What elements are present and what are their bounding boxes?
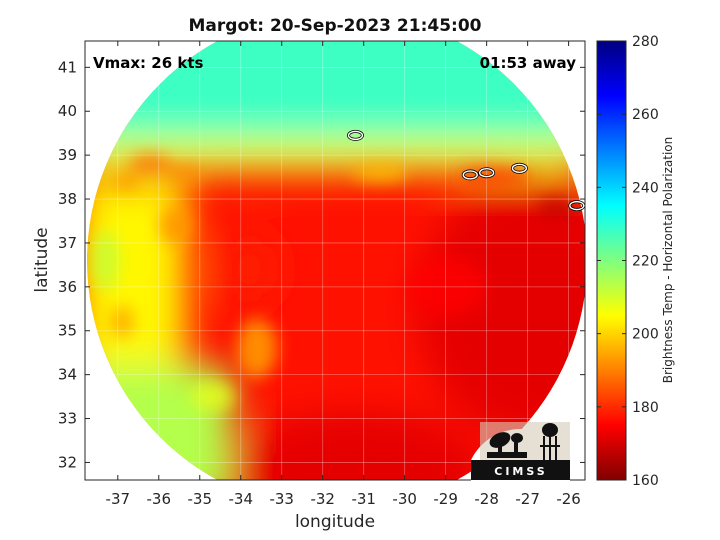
- grid-lines: [85, 41, 585, 480]
- y-tick-label: 34: [58, 366, 77, 384]
- field-south: [225, 411, 486, 480]
- colorbar: [596, 40, 627, 481]
- cimss-logo: CIMSS: [471, 422, 570, 481]
- colorbar-ticks: 160 180 200 220 240 260 280: [597, 34, 659, 489]
- y-tick-label: 41: [58, 58, 77, 76]
- colorbar-tick-label: 180: [632, 400, 659, 416]
- x-tick-label: -33: [269, 490, 294, 508]
- contour-mark: [569, 200, 585, 211]
- x-tick-label: -26: [556, 490, 581, 508]
- x-tick-label: -35: [188, 490, 213, 508]
- contour-features: [346, 129, 585, 212]
- y-tick-label: 35: [58, 322, 77, 340]
- colorbar-tick-label: 160: [632, 473, 659, 489]
- field-storm-center: [218, 229, 279, 310]
- y-tick-label: 36: [58, 278, 77, 296]
- x-tick-label: -30: [392, 490, 417, 508]
- logo-text: CIMSS: [494, 465, 547, 478]
- axes-frame: [84, 40, 586, 481]
- x-tick-label: -37: [106, 490, 131, 508]
- colorbar-tick-label: 200: [632, 327, 659, 343]
- colorbar-tick-label: 240: [632, 180, 659, 196]
- satellite-dish-icon: [487, 432, 527, 458]
- x-tick-label: -34: [228, 490, 253, 508]
- vmax-label: Vmax: 26 kts: [93, 54, 203, 72]
- x-axis-label: longitude: [295, 512, 375, 532]
- plot-title: Margot: 20-Sep-2023 21:45:00: [189, 16, 482, 36]
- x-tick-label: -31: [351, 490, 376, 508]
- contour-mark: [462, 170, 478, 180]
- colorbar-tick-label: 260: [632, 107, 659, 123]
- x-tick-label: -36: [147, 490, 172, 508]
- contour-mark: [478, 167, 495, 178]
- colorbar-label: Brightness Temp - Horizontal Polarizatio…: [661, 137, 675, 384]
- x-tick-label: -27: [515, 490, 540, 508]
- y-tick-label: 39: [58, 146, 77, 164]
- axis-ticks: -37 -36 -35 -34 -33 -32 -31 -30 -29 -28 -27 -26 32 33…: [58, 41, 585, 508]
- y-axis-label: latitude: [32, 227, 52, 292]
- time-away-label: 01:53 away: [480, 54, 577, 72]
- y-tick-label: 33: [58, 410, 77, 428]
- contour-mark: [511, 163, 528, 174]
- x-tick-label: -32: [310, 490, 335, 508]
- colorbar-tick-label: 280: [632, 34, 659, 50]
- y-tick-label: 32: [58, 453, 77, 471]
- water-tower-icon: [540, 423, 560, 460]
- y-tick-label: 40: [58, 102, 77, 120]
- colorbar-tick-label: 220: [632, 254, 659, 270]
- y-tick-label: 38: [58, 190, 77, 208]
- contour-mark: [347, 130, 364, 141]
- x-tick-label: -29: [433, 490, 458, 508]
- y-tick-label: 37: [58, 234, 77, 252]
- x-tick-label: -28: [474, 490, 499, 508]
